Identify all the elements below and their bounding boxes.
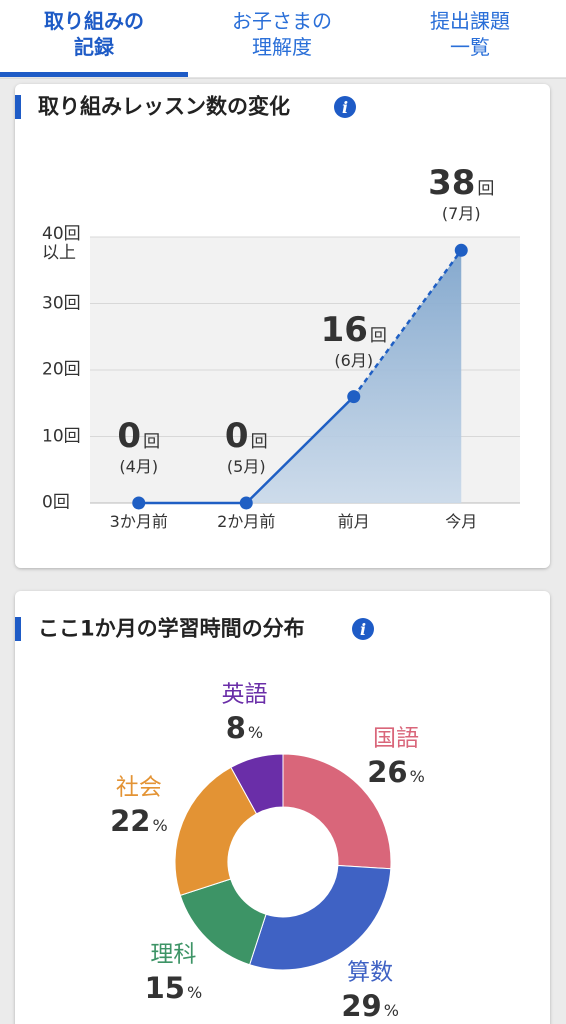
slice-label: 算数 bbox=[347, 959, 394, 986]
value-label: 8 bbox=[225, 710, 246, 745]
slice bbox=[230, 753, 284, 815]
title-marker bbox=[15, 95, 21, 119]
y-tick-label: 10回 bbox=[42, 426, 81, 447]
tab-label: 提出課題 bbox=[430, 9, 510, 33]
slice bbox=[248, 864, 392, 971]
tab-label: お子さまの bbox=[232, 9, 332, 33]
data-label: 38 回 bbox=[428, 163, 494, 203]
data-label: 29% bbox=[341, 989, 399, 1023]
point bbox=[454, 243, 468, 257]
y-tick-label: 0回 bbox=[42, 492, 70, 513]
svg-text:i: i bbox=[360, 620, 366, 639]
tab-bar bbox=[0, 0, 566, 78]
tab[interactable]: 取り組みの 記録 bbox=[44, 8, 144, 60]
value-label: 26 bbox=[367, 754, 408, 789]
month-label: (4月) bbox=[119, 457, 159, 477]
title-marker bbox=[15, 617, 21, 641]
y-tick-label: 30回 bbox=[42, 293, 81, 314]
value-unit: % bbox=[186, 982, 203, 1002]
line-projection bbox=[352, 249, 463, 398]
data-label: 15% bbox=[145, 971, 203, 1005]
value-label: 29 bbox=[341, 989, 382, 1024]
info-icon[interactable]: i bbox=[352, 618, 374, 640]
value-unit: 回 bbox=[250, 432, 268, 452]
point bbox=[347, 390, 361, 404]
slice-label: 理科 bbox=[150, 940, 197, 967]
tab-label: 理解度 bbox=[252, 35, 312, 59]
value-label: 0 bbox=[117, 416, 142, 456]
value-label: 0 bbox=[224, 416, 249, 456]
value-label: 22 bbox=[110, 803, 151, 838]
svg-text:i: i bbox=[342, 98, 348, 117]
tab[interactable]: 提出課題 一覧 bbox=[430, 8, 510, 60]
slice bbox=[174, 766, 258, 897]
value-label: 15 bbox=[144, 970, 185, 1005]
x-tick-label: 前月 bbox=[337, 512, 370, 532]
active-tab-indicator bbox=[0, 72, 188, 77]
slice-label: 英語 bbox=[221, 681, 268, 708]
x-tick-label: 3か月前 bbox=[109, 512, 168, 532]
data-label: 8% bbox=[226, 711, 263, 745]
point bbox=[239, 496, 253, 510]
point bbox=[132, 496, 146, 510]
value-unit: 回 bbox=[143, 432, 161, 452]
slice bbox=[282, 753, 392, 870]
data-label: 16 回 bbox=[321, 310, 387, 350]
y-tick-label: 20回 bbox=[42, 359, 81, 380]
value-label: 16 bbox=[320, 309, 368, 350]
x-tick-label: 2か月前 bbox=[217, 512, 276, 532]
y-tick-label: 40回 以上 bbox=[42, 224, 81, 263]
area bbox=[138, 250, 462, 503]
data-label: 26% bbox=[367, 755, 425, 789]
tab-label: 一覧 bbox=[450, 35, 490, 59]
value-unit: % bbox=[247, 722, 264, 742]
slice-label: 国語 bbox=[372, 725, 419, 752]
value-unit: % bbox=[152, 815, 168, 835]
chart-title: 取り組みレッスン数の変化 bbox=[38, 94, 290, 119]
value-unit: 回 bbox=[369, 325, 387, 346]
value-unit: % bbox=[383, 1001, 399, 1021]
tab-label: 記録 bbox=[74, 35, 114, 59]
month-label: (5月) bbox=[226, 457, 266, 477]
data-label: 22% bbox=[110, 804, 168, 838]
value-unit: 回 bbox=[477, 179, 495, 200]
chart-title: ここ1か月の学習時間の分布 bbox=[38, 616, 305, 641]
value-unit: % bbox=[409, 766, 425, 786]
value-label: 38 bbox=[428, 163, 476, 204]
tab[interactable]: お子さまの 理解度 bbox=[232, 8, 332, 60]
tab-label: 取り組みの bbox=[44, 9, 144, 33]
month-label: (7月) bbox=[441, 204, 481, 224]
x-tick-label: 今月 bbox=[445, 512, 478, 532]
month-label: (6月) bbox=[334, 350, 374, 370]
slice-label: 社会 bbox=[115, 774, 162, 801]
info-icon[interactable]: i bbox=[334, 96, 356, 118]
